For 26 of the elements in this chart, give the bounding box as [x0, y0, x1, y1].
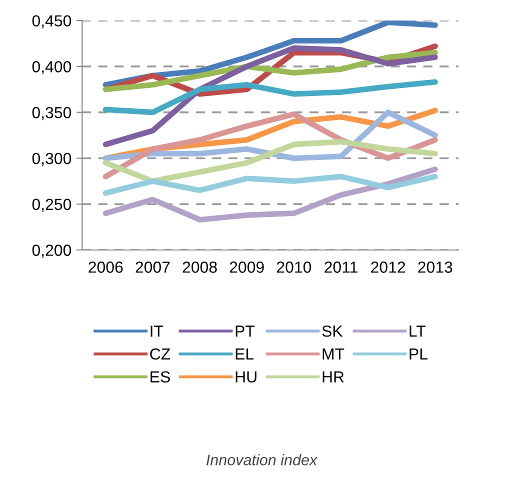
x-tick-label: 2012: [371, 262, 406, 273]
x-tick-label: 2008: [182, 262, 217, 273]
x-tick-label: 2007: [136, 262, 170, 273]
y-tick-label: 0,300: [32, 152, 72, 166]
x-tick-label: 2009: [230, 262, 264, 273]
y-tick-label: 0,450: [32, 15, 72, 28]
text: Innovation index: [206, 454, 318, 466]
legend-label: PT: [236, 326, 255, 337]
legend-label: HR: [322, 371, 344, 382]
x-tick-label: 2013: [418, 262, 452, 273]
legend-label: LT: [410, 326, 426, 337]
legend-label: SK: [322, 325, 343, 337]
legend-label: HU: [236, 371, 256, 383]
x-tick-label: 2011: [324, 262, 358, 273]
y-tick-label: 0,200: [32, 244, 72, 258]
x-tick-label: 2010: [276, 262, 312, 273]
x-tick-label: 2006: [88, 262, 123, 273]
legend-label: EL: [236, 348, 254, 360]
y-tick-label: 0,350: [32, 106, 72, 120]
legend-label: ES: [150, 371, 170, 383]
legend-label: IT: [150, 326, 164, 337]
legend-label: PL: [410, 348, 428, 360]
legend-label: CZ: [150, 348, 170, 360]
legend-label: MT: [322, 348, 344, 360]
y-tick-label: 0,400: [32, 61, 72, 74]
y-tick-label: 0,250: [32, 198, 72, 212]
